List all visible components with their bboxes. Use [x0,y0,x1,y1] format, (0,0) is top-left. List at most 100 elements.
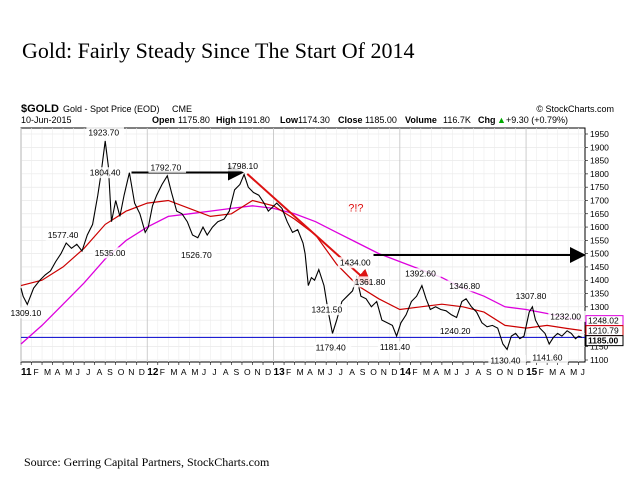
x-tick-label: N [381,367,387,377]
value-label-bg [447,280,485,292]
value-label: 1392.60 [405,269,436,279]
x-tick-label: D [391,367,397,377]
x-tick-label: F [34,367,39,377]
x-tick-label: A [97,367,103,377]
y-tick-label: 1100 [590,355,609,365]
value-label: 1130.40 [490,355,520,365]
chart-exchange: CME [172,104,192,114]
y-tick-label: 1350 [590,289,609,299]
x-tick-label: J [212,367,216,377]
x-tick-label: M [549,367,556,377]
x-tick-label: A [349,367,355,377]
x-axis: 11 F M A M J J A S O N D 12 F M A M J J A S O N D 13 F M A M J J A S O N D 1… [20,362,585,378]
x-tick-label: S [486,367,492,377]
value-label-bg [530,351,569,363]
x-tick-label: S [233,367,239,377]
y-tick-label: 1400 [590,275,609,285]
x-tick-label: J [86,367,90,377]
y-tick-label: 1900 [590,142,609,152]
x-tick-label: F [412,367,417,377]
x-tick-label: O [244,367,251,377]
x-tick-label: J [202,367,206,377]
low-value: 1174.30 [298,115,330,125]
value-label: 1179.40 [316,342,346,352]
x-tick-label: 14 [400,367,412,378]
open-label: Open [152,115,175,125]
value-label: 1232.00 [550,311,581,321]
x-tick-label: J [76,367,80,377]
callout-label: ?!? [348,202,363,214]
x-tick-label: N [507,367,513,377]
value-label: 1307.80 [516,291,547,301]
x-tick-label: A [475,367,481,377]
x-tick-label: M [570,367,577,377]
open-value: 1175.80 [178,115,210,125]
x-tick-label: O [497,367,504,377]
chart-date: 10-Jun-2015 [21,115,72,125]
value-label: 1535.00 [95,248,126,258]
x-tick-label: A [433,367,439,377]
chart-name: Gold - Spot Price (EOD) [63,104,160,114]
x-tick-label: 12 [147,367,159,378]
x-tick-label: D [265,367,271,377]
x-tick-label: S [360,367,366,377]
annotation-layer: 1309.10 1577.40 1923.70 1804.40 1535.00 1792.… [8,126,586,366]
value-label: 1526.70 [181,250,212,260]
x-tick-label: M [170,367,177,377]
value-label: 1792.70 [150,162,181,172]
x-tick-label: A [223,367,229,377]
x-tick-label: F [539,367,544,377]
value-label-bg [513,290,552,302]
x-tick-label: A [560,367,566,377]
x-tick-label: J [581,367,585,377]
x-tick-label: M [318,367,325,377]
x-tick-label: A [307,367,313,377]
last-value-box [585,335,624,347]
slide-title: Gold: Fairly Steady Since The Start Of 2… [22,38,415,63]
x-tick-label: 15 [526,367,538,378]
value-label: 1434.00 [340,258,371,268]
x-tick-label: O [370,367,377,377]
x-tick-label: M [423,367,430,377]
value-label: 1141.60 [532,352,562,362]
x-tick-label: D [139,367,145,377]
y-tick-label: 1700 [590,195,609,205]
value-label-bg [178,249,217,261]
value-label-bg [403,268,441,280]
y-tick-label: 1450 [590,262,609,272]
y-tick-label: 1150 [590,342,609,352]
value-label-bg [92,247,131,259]
value-label-bg [377,341,416,353]
x-tick-label: M [44,367,51,377]
chg-up-arrow-icon: ▲ [497,115,506,125]
high-label: High [216,115,236,125]
value-label: 1804.40 [90,168,121,178]
value-label-bg [337,257,376,269]
value-label: 1798.10 [227,161,258,171]
high-value: 1191.80 [238,115,270,125]
x-tick-label: O [118,367,125,377]
x-tick-label: J [454,367,458,377]
chg-value: +9.30 (+0.79%) [506,115,568,125]
stockcharts-brand: © StockCharts.com [536,104,614,114]
value-label: 1361.80 [355,277,386,287]
y-tick-label: 1600 [590,222,609,232]
y-tick-label: 1550 [590,235,609,245]
x-tick-label: A [181,367,187,377]
x-tick-label: M [444,367,451,377]
x-tick-label: N [128,367,134,377]
x-tick-label: A [55,367,61,377]
value-label-bg [309,304,348,316]
volume-label: Volume [405,115,437,125]
x-tick-label: J [328,367,332,377]
value-label-bg [548,310,586,322]
value-label: 1240.20 [440,326,471,336]
last-value-text: 1185.00 [588,336,619,346]
last-value-text: 1248.02 [588,316,619,326]
x-tick-label: 13 [274,367,286,378]
close-label: Close [338,115,363,125]
low-label: Low [280,115,299,125]
x-tick-label: M [191,367,198,377]
x-tick-label: F [286,367,291,377]
